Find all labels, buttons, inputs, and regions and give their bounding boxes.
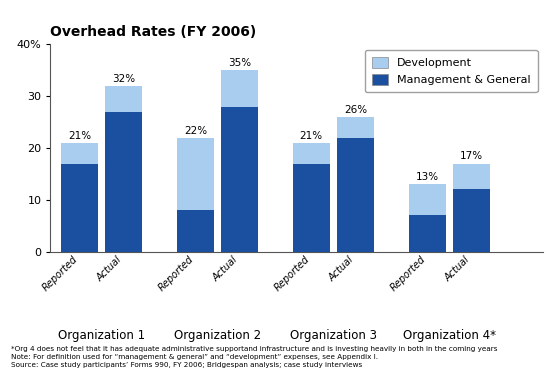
Text: 13%: 13% [416,172,439,182]
Text: 17%: 17% [460,151,483,161]
Bar [337,117,374,138]
Text: 21%: 21% [68,131,91,141]
Bar [61,143,98,164]
Text: Overhead Rates (FY 2006): Overhead Rates (FY 2006) [50,25,256,39]
Text: Organization 2: Organization 2 [174,329,261,342]
Bar [221,70,258,107]
Text: Organization 1: Organization 1 [58,329,145,342]
Bar [452,189,490,252]
Bar [177,210,214,252]
Text: *Org 4 does not feel that it has adequate administrative supportand infrastructu: *Org 4 does not feel that it has adequat… [11,346,498,368]
Text: 22%: 22% [184,125,207,135]
Bar [177,138,214,210]
Bar [409,215,446,252]
Text: Organization 4*: Organization 4* [403,329,496,342]
Bar [293,143,330,164]
Text: 35%: 35% [228,58,251,68]
Bar [105,112,142,252]
Bar [221,107,258,252]
Bar [61,164,98,252]
Legend: Development, Management & General: Development, Management & General [365,50,538,92]
Bar [452,164,490,189]
Text: 32%: 32% [112,74,135,84]
Text: 21%: 21% [300,131,323,141]
Bar [337,138,374,252]
Text: 26%: 26% [344,105,367,115]
Bar [409,184,446,215]
Text: Organization 3: Organization 3 [290,329,377,342]
Bar [293,164,330,252]
Bar [105,86,142,112]
